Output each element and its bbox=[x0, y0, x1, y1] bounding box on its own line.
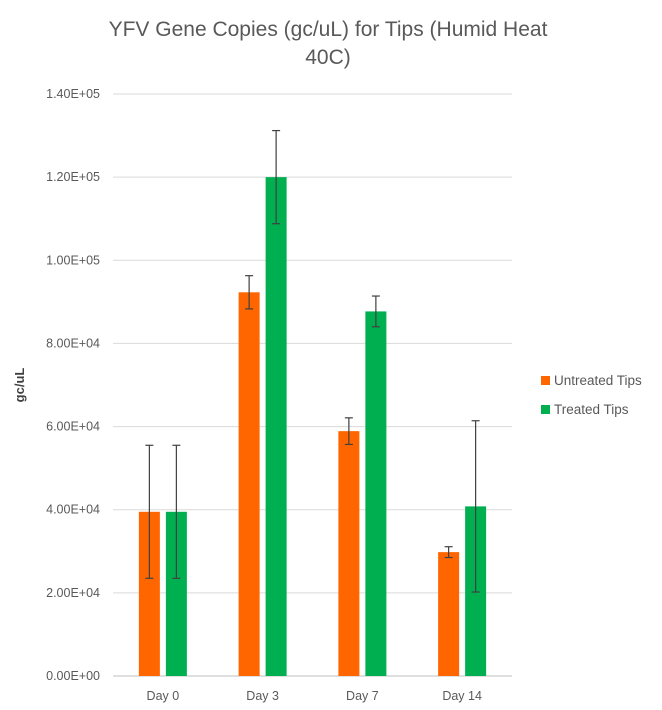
bar-untreated-tips-day-3 bbox=[238, 292, 260, 676]
error-bar bbox=[471, 420, 480, 593]
bar-treated-tips-day-0 bbox=[165, 511, 187, 676]
bar-untreated-tips-day-14 bbox=[438, 552, 460, 676]
bar-untreated-tips-day-0 bbox=[138, 511, 160, 676]
legend: Untreated Tips Treated Tips bbox=[541, 373, 642, 417]
x-tick-label: Day 14 bbox=[442, 689, 482, 703]
x-tick-label: Day 0 bbox=[147, 689, 180, 703]
y-tick-label: 1.00E+05 bbox=[46, 253, 100, 267]
error-bar bbox=[245, 275, 254, 310]
y-tick-label: 1.40E+05 bbox=[46, 87, 100, 101]
y-tick-label: 8.00E+04 bbox=[46, 336, 100, 350]
error-bar bbox=[145, 444, 154, 579]
x-tick-label: Day 7 bbox=[346, 689, 379, 703]
error-bar bbox=[172, 444, 181, 579]
y-tick-label: 1.20E+05 bbox=[46, 170, 100, 184]
chart-title-line-1: YFV Gene Copies (gc/uL) for Tips (Humid … bbox=[109, 18, 548, 41]
y-tick-label: 0.00E+00 bbox=[46, 669, 100, 683]
y-axis-ticks: 0.00E+00 2.00E+04 4.00E+04 6.00E+04 8.00E+04… bbox=[46, 87, 100, 683]
legend-label: Untreated Tips bbox=[554, 373, 642, 388]
x-axis-ticks: Day 0 Day 3 Day 7 Day 14 bbox=[147, 689, 482, 703]
y-tick-label: 4.00E+04 bbox=[46, 503, 100, 517]
bars bbox=[138, 177, 487, 676]
error-bar bbox=[444, 546, 453, 559]
error-bars bbox=[145, 129, 480, 593]
chart-title-line-2: 40C) bbox=[305, 46, 351, 69]
error-bar bbox=[272, 129, 281, 225]
legend-swatch bbox=[541, 405, 550, 414]
x-tick-label: Day 3 bbox=[246, 689, 279, 703]
y-tick-label: 6.00E+04 bbox=[46, 420, 100, 434]
legend-swatch bbox=[541, 376, 550, 385]
y-tick-label: 2.00E+04 bbox=[46, 586, 100, 600]
error-bar bbox=[344, 417, 353, 446]
error-bar bbox=[371, 295, 380, 328]
bar-untreated-tips-day-7 bbox=[338, 431, 360, 676]
bar-treated-tips-day-3 bbox=[265, 177, 287, 676]
legend-label: Treated Tips bbox=[554, 402, 629, 417]
y-axis-title: gc/uL bbox=[12, 368, 27, 403]
bar-treated-tips-day-7 bbox=[365, 311, 387, 676]
